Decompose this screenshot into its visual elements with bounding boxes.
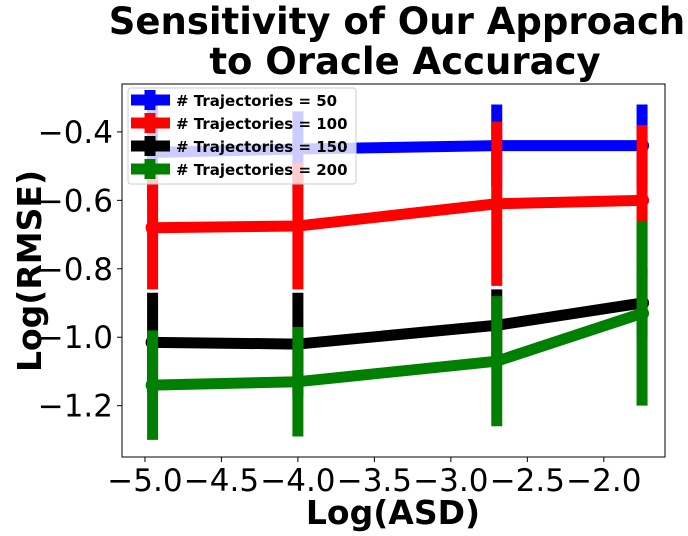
x-tick-label: −4.5 [184, 463, 259, 499]
y-tick-label: −0.4 [38, 115, 113, 151]
y-axis-label: Log(RMSE) [10, 170, 49, 372]
legend-label: # Trajectories = 100 [176, 115, 348, 133]
data-point [489, 354, 504, 369]
data-point [635, 306, 650, 321]
y-tick-label: −1.2 [38, 389, 113, 425]
chart-title-line-1: Sensitivity of Our Approach [109, 0, 685, 43]
x-tick-label: −3.5 [337, 463, 412, 499]
series-line [152, 194, 643, 234]
y-tick-label: −0.8 [38, 252, 113, 288]
chart-title-line-2: to Oracle Accuracy [209, 40, 600, 83]
data-point [145, 220, 160, 235]
x-tick-label: −4.0 [260, 463, 335, 499]
y-tick-label: −1.0 [38, 320, 113, 356]
x-tick-label: −3.0 [413, 463, 488, 499]
legend-label: # Trajectories = 50 [176, 92, 337, 110]
plot-frame [121, 83, 666, 458]
legend-item: # Trajectories = 150 [131, 136, 348, 156]
series-line [152, 308, 644, 391]
x-tick-label: −5.0 [107, 463, 182, 499]
series-4 [145, 220, 650, 440]
y-tick-label: −0.6 [38, 183, 113, 219]
data-point [290, 374, 305, 389]
series-line [152, 297, 643, 350]
data-point [635, 193, 650, 208]
legend-label: # Trajectories = 200 [176, 161, 348, 179]
legend-item: # Trajectories = 100 [131, 113, 348, 133]
data-point [489, 196, 504, 211]
data-point [145, 378, 160, 393]
legend: # Trajectories = 50 # Trajectories = 100 #… [127, 87, 357, 185]
data-point [290, 219, 305, 234]
legend-label: # Trajectories = 150 [176, 138, 348, 156]
legend-item: # Trajectories = 50 [131, 90, 337, 110]
legend-item: # Trajectories = 200 [131, 159, 348, 179]
x-tick-label: −2.0 [566, 463, 641, 499]
x-tick-label: −2.5 [490, 463, 565, 499]
legend-box [127, 87, 357, 185]
x-axis-label: Log(ASD) [306, 493, 480, 532]
